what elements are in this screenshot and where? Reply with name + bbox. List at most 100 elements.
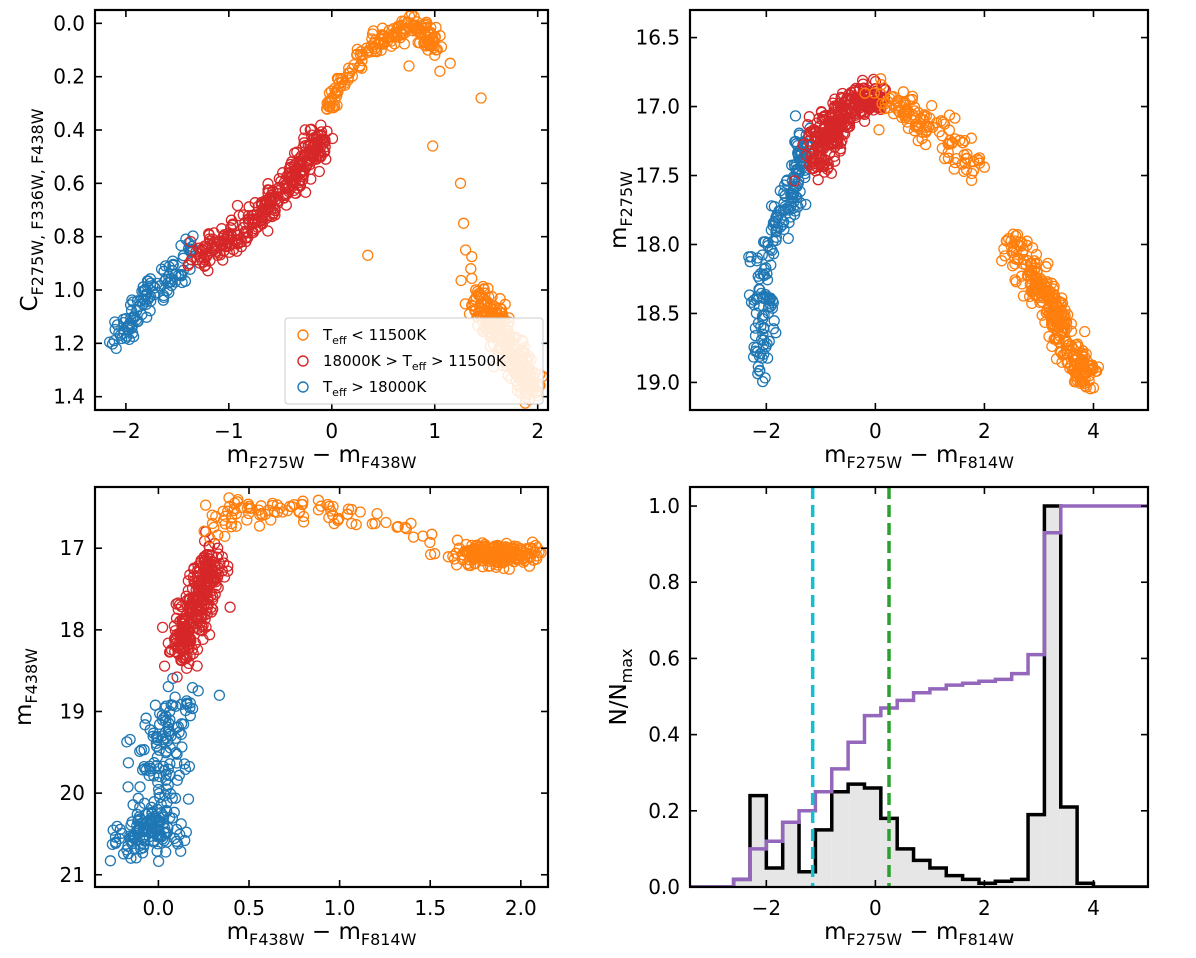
data-point [808, 158, 820, 170]
data-point [143, 769, 155, 782]
histogram-bar [1028, 814, 1045, 887]
data-point [341, 508, 354, 520]
data-point [155, 807, 167, 819]
data-point [210, 242, 222, 255]
data-point [747, 351, 760, 363]
histogram-bar [1077, 883, 1094, 887]
data-point [164, 742, 176, 754]
data-point [790, 158, 803, 170]
data-point [162, 680, 174, 693]
data-point [434, 65, 446, 77]
data-point [1028, 289, 1041, 301]
x-tick-label: 2 [531, 419, 544, 443]
data-point [171, 774, 183, 786]
data-point [390, 26, 403, 38]
x-tick-label: 0.0 [143, 896, 175, 920]
data-point [173, 769, 185, 781]
data-point [175, 718, 188, 730]
data-point [756, 352, 768, 364]
data-point [757, 328, 769, 340]
data-point [185, 603, 198, 616]
data-point [1029, 262, 1042, 274]
data-point [275, 175, 287, 187]
data-point [132, 814, 144, 826]
data-point [131, 808, 143, 821]
data-point [1087, 382, 1100, 394]
data-point [455, 274, 467, 287]
data-point [1017, 258, 1029, 270]
x-tick-label: 0 [869, 896, 882, 920]
data-point [426, 528, 438, 540]
data-point [398, 38, 411, 50]
panel-b: −2 0 2 4 16.5 17.0 17.5 18.0 18.5 19.0 mF275W − mF… [606, 8, 1150, 472]
data-point [831, 113, 843, 125]
data-point [174, 828, 186, 841]
data-point [475, 297, 487, 309]
data-point [376, 22, 389, 34]
legend-marker [297, 355, 309, 367]
data-point [296, 153, 308, 166]
histogram-bar [978, 883, 996, 887]
y-tick-label: 0.2 [648, 799, 680, 823]
data-point [159, 702, 171, 714]
y-tick-label: 16.5 [635, 26, 680, 50]
data-point [176, 741, 188, 753]
data-point [320, 103, 333, 115]
data-point [172, 648, 185, 660]
data-point [1058, 322, 1071, 334]
histogram-bar [782, 822, 800, 887]
data-point [761, 352, 774, 364]
data-point [216, 551, 228, 563]
data-point [194, 605, 206, 617]
data-point [1053, 321, 1065, 334]
data-point [812, 144, 825, 156]
plot-area [690, 487, 1148, 887]
data-point [752, 270, 764, 282]
data-point [207, 603, 219, 615]
data-point [828, 141, 841, 153]
data-point [407, 531, 420, 543]
data-point [949, 133, 961, 145]
data-point [336, 76, 348, 88]
data-point [1048, 289, 1061, 301]
y-tick-label: 0.0 [648, 875, 680, 899]
data-point [145, 277, 157, 289]
data-point [169, 691, 181, 703]
data-point [150, 730, 163, 743]
data-point [887, 90, 899, 103]
y-tick-label: 19 [60, 699, 85, 723]
data-point [897, 86, 910, 98]
data-point [790, 135, 802, 148]
data-point [182, 628, 194, 640]
data-point [171, 757, 183, 769]
data-point [949, 112, 961, 124]
x-tick-label: 4 [1087, 896, 1100, 920]
histogram-bar [913, 860, 930, 887]
data-point [847, 105, 859, 117]
data-point [303, 146, 315, 158]
data-point [751, 255, 763, 267]
data-point [1086, 359, 1098, 371]
y-tick-label: 1.4 [53, 385, 85, 409]
data-point [144, 273, 157, 285]
data-point [1068, 350, 1080, 362]
data-point [450, 547, 462, 559]
plot-area [743, 73, 1105, 395]
histogram-bar [1011, 879, 1029, 887]
data-point [767, 248, 780, 260]
data-point [161, 836, 173, 848]
data-point [1079, 325, 1091, 338]
data-point [1024, 278, 1036, 290]
data-point [779, 203, 792, 215]
histogram-bar [864, 787, 881, 887]
x-tick-label: −2 [111, 419, 140, 443]
data-point [478, 551, 490, 563]
y-tick-label: 0.8 [53, 225, 85, 249]
data-point [160, 768, 172, 780]
data-point [772, 221, 784, 233]
data-point [810, 161, 823, 173]
data-point [225, 511, 238, 524]
data-point [182, 259, 194, 272]
data-point [152, 776, 164, 789]
data-point [913, 123, 926, 135]
